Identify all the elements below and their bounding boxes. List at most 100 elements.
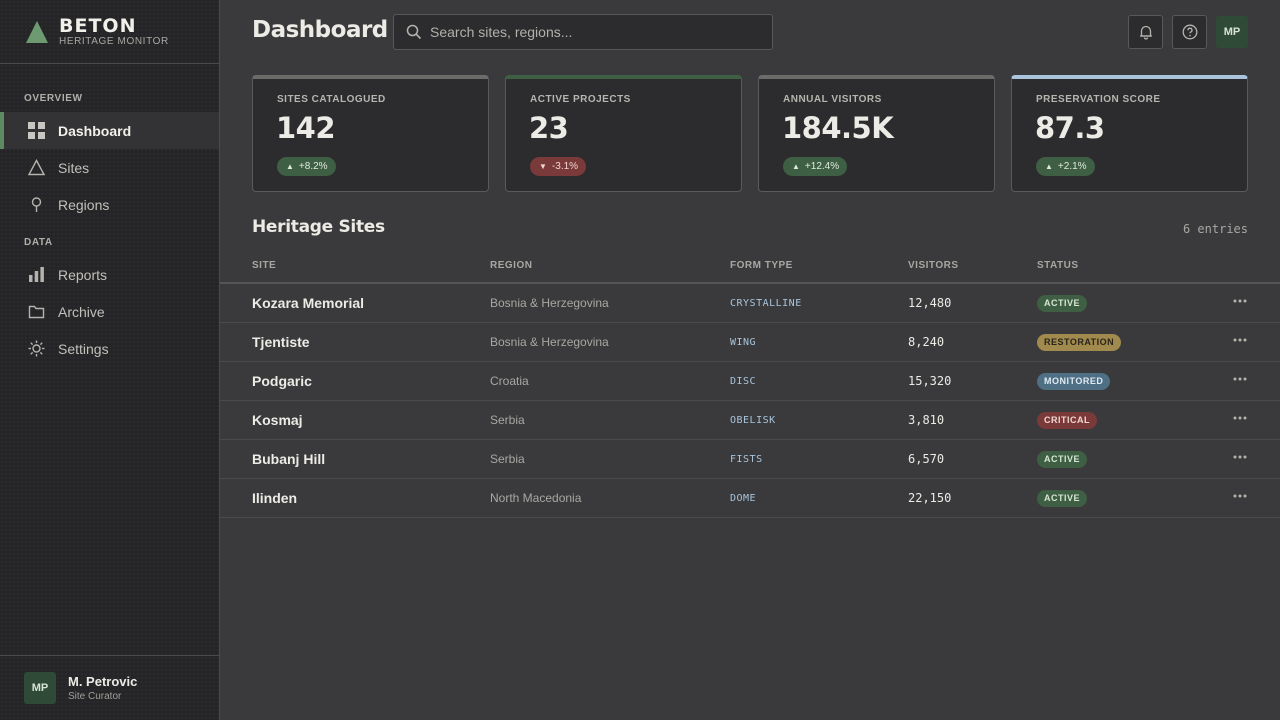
site-visitors: 12,480 bbox=[908, 296, 952, 310]
sidebar-item-regions[interactable]: Regions bbox=[0, 186, 219, 223]
stat-delta-badge: ▼ -3.1% bbox=[530, 157, 587, 176]
sidebar-item-archive[interactable]: Archive bbox=[0, 293, 219, 330]
column-header-visitors[interactable]: VISITORS bbox=[908, 260, 959, 271]
site-name[interactable]: Bubanj Hill bbox=[252, 451, 326, 467]
site-name[interactable]: Kosmaj bbox=[252, 412, 303, 428]
nav-section-overview: OVERVIEW bbox=[24, 93, 83, 104]
status-badge: ACTIVE bbox=[1037, 489, 1088, 507]
notifications-button[interactable] bbox=[1128, 15, 1163, 49]
header-avatar[interactable]: MP bbox=[1216, 16, 1248, 48]
stat-label: ANNUAL VISITORS bbox=[783, 94, 882, 105]
user-profile[interactable]: MP M. Petrovic Site Curator bbox=[0, 655, 219, 720]
stat-card: ACTIVE PROJECTS 23 ▼ -3.1% bbox=[505, 75, 742, 192]
stat-label: ACTIVE PROJECTS bbox=[530, 94, 631, 105]
table-header-divider bbox=[220, 282, 1280, 284]
folder-icon bbox=[28, 303, 45, 320]
sidebar-item-label: Regions bbox=[58, 196, 110, 213]
site-form-type: CRYSTALLINE bbox=[730, 297, 802, 309]
row-actions-button[interactable] bbox=[1231, 362, 1249, 400]
stat-delta: +12.4% bbox=[804, 161, 840, 172]
site-form-type: OBELISK bbox=[730, 414, 776, 426]
bell-icon bbox=[1139, 25, 1152, 40]
stat-delta: +2.1% bbox=[1057, 161, 1087, 172]
sidebar-item-label: Settings bbox=[58, 340, 109, 357]
brand-name: BETON bbox=[59, 14, 137, 37]
site-region: Serbia bbox=[490, 413, 525, 427]
status-badge: ACTIVE bbox=[1037, 450, 1088, 468]
status-badge: RESTORATION bbox=[1037, 333, 1122, 351]
site-visitors: 3,810 bbox=[908, 413, 945, 427]
column-header-region[interactable]: REGION bbox=[490, 260, 533, 271]
trend-up-icon: ▲ bbox=[1045, 162, 1053, 171]
trend-down-icon: ▼ bbox=[539, 162, 547, 171]
column-header-site[interactable]: SITE bbox=[252, 260, 277, 271]
row-actions-button[interactable] bbox=[1231, 440, 1249, 478]
sidebar-item-dashboard[interactable]: Dashboard bbox=[0, 112, 219, 149]
triangle-icon bbox=[28, 159, 45, 176]
column-header-form-type[interactable]: FORM TYPE bbox=[730, 260, 793, 271]
sidebar-item-settings[interactable]: Settings bbox=[0, 330, 219, 367]
brand-subtitle: HERITAGE MONITOR bbox=[59, 35, 169, 47]
stat-card: PRESERVATION SCORE 87.3 ▲ +2.1% bbox=[1011, 75, 1248, 192]
site-visitors: 8,240 bbox=[908, 335, 945, 349]
trend-up-icon: ▲ bbox=[286, 162, 294, 171]
search-input[interactable] bbox=[430, 24, 760, 40]
site-region: Bosnia & Herzegovina bbox=[490, 335, 609, 349]
stat-delta-badge: ▲ +12.4% bbox=[783, 157, 848, 176]
site-visitors: 15,320 bbox=[908, 374, 952, 388]
more-icon bbox=[1233, 455, 1247, 459]
sidebar-item-sites[interactable]: Sites bbox=[0, 149, 219, 186]
help-button[interactable] bbox=[1172, 15, 1207, 49]
stat-value: 184.5K bbox=[782, 111, 894, 145]
page-title: Dashboard bbox=[252, 17, 388, 43]
stat-value: 142 bbox=[276, 111, 336, 145]
site-region: North Macedonia bbox=[490, 491, 582, 505]
sidebar: BETON HERITAGE MONITOR OVERVIEW Dashboar… bbox=[0, 0, 220, 720]
table-row[interactable]: Kozara Memorial Bosnia & Herzegovina CRYST… bbox=[220, 284, 1280, 323]
help-icon bbox=[1182, 24, 1197, 40]
bar-chart-icon bbox=[28, 266, 45, 283]
site-name[interactable]: Podgaric bbox=[252, 373, 312, 389]
table-row[interactable]: Bubanj Hill Serbia FISTS 6,570 ACTIVE bbox=[220, 440, 1280, 479]
site-visitors: 6,570 bbox=[908, 452, 945, 466]
sidebar-item-label: Dashboard bbox=[58, 122, 132, 139]
table-row[interactable]: Kosmaj Serbia OBELISK 3,810 CRITICAL bbox=[220, 401, 1280, 440]
stat-label: PRESERVATION SCORE bbox=[1036, 94, 1161, 105]
stat-value: 23 bbox=[529, 111, 569, 145]
search-box[interactable] bbox=[393, 14, 773, 50]
sidebar-item-label: Sites bbox=[58, 159, 90, 176]
nav-section-data: DATA bbox=[24, 237, 53, 248]
table-row[interactable]: Podgaric Croatia DISC 15,320 MONITORED bbox=[220, 362, 1280, 401]
sidebar-item-label: Archive bbox=[58, 303, 105, 320]
row-actions-button[interactable] bbox=[1231, 479, 1249, 517]
site-region: Bosnia & Herzegovina bbox=[490, 296, 609, 310]
stat-value: 87.3 bbox=[1035, 111, 1105, 145]
site-form-type: FISTS bbox=[730, 453, 763, 465]
stat-label: SITES CATALOGUED bbox=[277, 94, 386, 105]
row-actions-button[interactable] bbox=[1231, 284, 1249, 322]
gear-icon bbox=[28, 340, 45, 357]
column-header-status[interactable]: STATUS bbox=[1037, 260, 1079, 271]
row-actions-button[interactable] bbox=[1231, 323, 1249, 361]
site-form-type: WING bbox=[730, 336, 757, 348]
site-name[interactable]: Ilinden bbox=[252, 490, 298, 506]
site-name[interactable]: Tjentiste bbox=[252, 334, 310, 350]
pin-icon bbox=[28, 196, 45, 213]
status-badge: CRITICAL bbox=[1037, 411, 1097, 429]
grid-icon bbox=[28, 122, 45, 139]
logo-icon bbox=[26, 20, 48, 43]
trend-up-icon: ▲ bbox=[792, 162, 800, 171]
site-name[interactable]: Kozara Memorial bbox=[252, 295, 365, 311]
stat-delta-badge: ▲ +8.2% bbox=[277, 157, 336, 176]
site-region: Serbia bbox=[490, 452, 525, 466]
table-row[interactable]: Ilinden North Macedonia DOME 22,150 ACTIVE bbox=[220, 479, 1280, 518]
table-row[interactable]: Tjentiste Bosnia & Herzegovina WING 8,240 RE… bbox=[220, 323, 1280, 362]
sidebar-item-label: Reports bbox=[58, 266, 108, 283]
site-region: Croatia bbox=[490, 374, 529, 388]
row-actions-button[interactable] bbox=[1231, 401, 1249, 439]
sidebar-item-reports[interactable]: Reports bbox=[0, 256, 219, 293]
entries-count: 6 entries bbox=[1182, 222, 1248, 236]
more-icon bbox=[1233, 338, 1247, 342]
more-icon bbox=[1233, 299, 1247, 303]
more-icon bbox=[1233, 377, 1247, 381]
